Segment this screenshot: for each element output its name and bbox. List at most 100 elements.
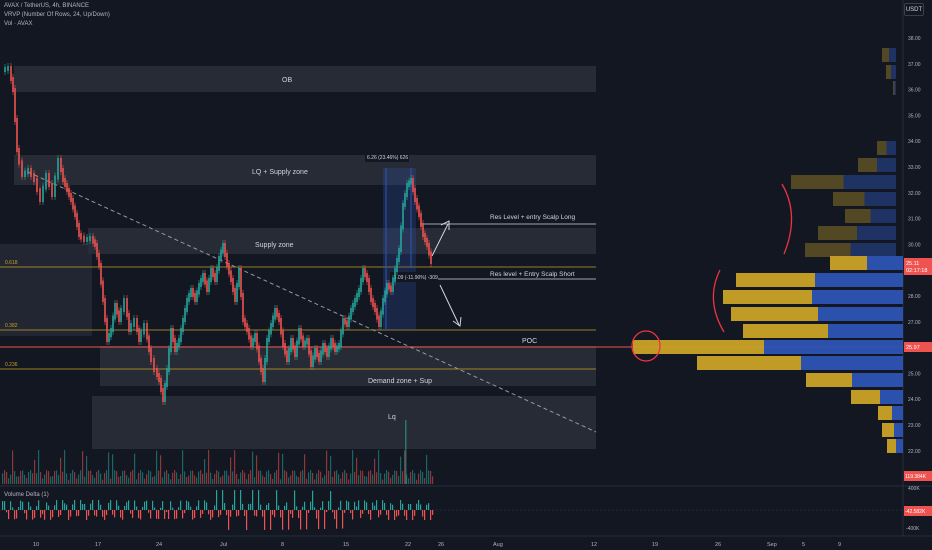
delta-bar (368, 510, 370, 515)
delta-bar (412, 510, 414, 520)
volume-bar (356, 457, 358, 484)
candle-body (346, 320, 348, 327)
delta-bar (398, 510, 400, 516)
volume-badge (904, 471, 932, 481)
delta-bar (204, 500, 206, 510)
arrow-down-icon[interactable] (439, 284, 462, 327)
price-badges: 25.11 02:17:18 25.97 119.384K (904, 258, 932, 481)
volume-bar (302, 470, 304, 484)
delta-bar (248, 504, 250, 510)
delta-bar (410, 503, 412, 510)
delta-bar (200, 510, 202, 518)
delta-badge (904, 506, 932, 516)
candles (4, 63, 432, 405)
delta-bar (210, 510, 212, 520)
volume-bar (240, 472, 242, 484)
candle-body (160, 378, 162, 392)
arrow-up-icon[interactable] (431, 220, 450, 257)
volume-bar (62, 471, 64, 484)
vp-down-bar (891, 65, 896, 79)
delta-bar (100, 504, 102, 510)
price-tick: 36.00 (908, 88, 921, 94)
candle-body (116, 303, 118, 315)
vp-down-bar (880, 390, 903, 404)
vp-up-bar (886, 65, 891, 79)
vrvp-indicator-label[interactable]: VRVP (Number Of Rows, 24, Up/Down) (4, 12, 110, 18)
delta-bar (414, 510, 416, 516)
supply-zone[interactable] (88, 228, 596, 254)
volume-bar (220, 477, 222, 484)
volume-bar (108, 452, 110, 484)
candle-body (222, 243, 224, 254)
time-axis[interactable]: 10 17 24 Jul 8 15 22 26 Aug 12 19 26 Sep 5 9 (33, 542, 841, 548)
candle-body (352, 303, 354, 312)
delta-bar (394, 510, 396, 520)
delta-bar (178, 507, 180, 510)
candle-body (290, 338, 292, 352)
volume-bar (274, 472, 276, 484)
volume-bar (174, 470, 176, 484)
candle-body (42, 185, 44, 202)
delta-bar (300, 510, 302, 530)
candle-body (308, 338, 310, 355)
vp-down-bar (812, 290, 903, 304)
volume-bar (210, 472, 212, 484)
symbol-title[interactable]: AVAX / TetherUS, 4h, BINANCE (4, 3, 90, 9)
volume-bar (368, 471, 370, 484)
candle-body (336, 345, 338, 352)
delta-bar (142, 506, 144, 510)
delta-bar (364, 500, 366, 510)
vp-up-bar (858, 158, 877, 172)
lq-supply-zone[interactable] (14, 155, 596, 185)
candle-body (312, 355, 314, 367)
delta-indicator-name[interactable]: Volume Delta (1) (4, 492, 49, 498)
volume-bar (336, 470, 338, 484)
lq-zone[interactable] (92, 396, 596, 449)
delta-bar (188, 501, 190, 510)
volume-bar (156, 450, 158, 484)
volume-bar (18, 476, 20, 484)
candle-body (164, 383, 166, 402)
volume-bar (78, 474, 80, 484)
price-tick: 32.00 (908, 191, 921, 197)
candle-body (153, 358, 155, 372)
candle-body (394, 268, 396, 282)
delta-bar (88, 510, 90, 516)
delta-bar (214, 505, 216, 510)
candle-body (78, 223, 80, 237)
vp-up-bar (845, 209, 871, 223)
volume-bar (398, 476, 400, 484)
delta-bar (208, 510, 210, 515)
delta-bar (26, 510, 28, 520)
delta-bar (406, 510, 408, 520)
vp-up-bar (633, 340, 764, 354)
volume-bar (54, 470, 56, 484)
poc-label: POC (522, 338, 537, 345)
price-axis[interactable]: 38.00 37.00 36.00 35.00 34.00 33.00 32.00 31.00… (908, 36, 921, 455)
delta-bar (192, 510, 194, 520)
delta-bar (310, 501, 312, 510)
volume-bar (396, 470, 398, 484)
candle-body (268, 330, 270, 342)
currency-button[interactable]: USDT (904, 3, 924, 16)
delta-bar (172, 507, 174, 510)
demand-zone[interactable] (100, 346, 596, 386)
volume-bar (142, 472, 144, 484)
candle-body (158, 373, 160, 382)
candle-body (83, 235, 85, 242)
ob-zone[interactable] (14, 66, 596, 92)
delta-bar (336, 510, 338, 529)
volume-bar (344, 470, 346, 484)
dashed-trendline[interactable] (27, 171, 597, 433)
volume-bar (264, 477, 266, 484)
delta-bar (318, 510, 320, 530)
volume-bar (138, 472, 140, 484)
delta-bar (346, 500, 348, 510)
candle-body (218, 256, 220, 271)
volume-indicator-label[interactable]: Vol · AVAX (4, 21, 33, 27)
candle-body (334, 343, 336, 352)
candle-body (416, 198, 418, 210)
volume-bar (122, 470, 124, 484)
candle-body (330, 338, 332, 350)
